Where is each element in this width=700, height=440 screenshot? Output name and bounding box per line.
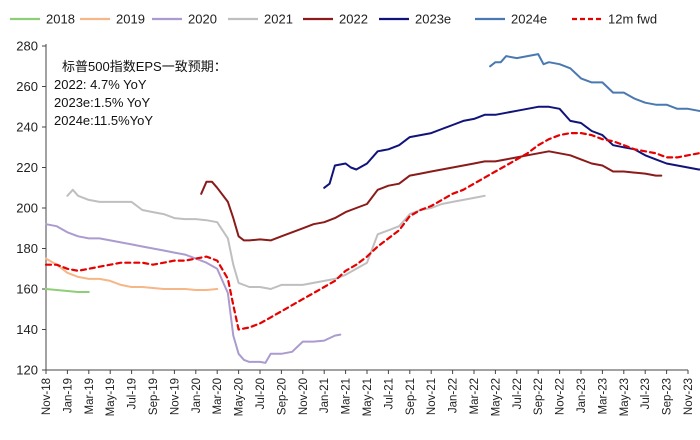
annotation-box: 标普500指数EPS一致预期： 2022: 4.7% YoY 2023e:1.5…	[54, 59, 227, 128]
x-tick-label: Mar-22	[469, 378, 481, 414]
x-tick-label: Mar-19	[84, 378, 96, 414]
x-tick-label: Mar-20	[212, 378, 224, 414]
annotation-line-1: 标普500指数EPS一致预期：	[62, 59, 227, 74]
annotation-line-3: 2023e:1.5% YoY	[54, 95, 150, 110]
series-line-2018	[45, 288, 90, 293]
x-tick-label: May-22	[490, 378, 502, 416]
y-tick-label: 280	[16, 39, 38, 54]
x-tick-label: Jul-20	[255, 378, 267, 409]
x-tick-label: Jan-20	[191, 378, 203, 413]
x-tick-label: Nov-23	[683, 378, 695, 415]
x-tick-label: May-19	[105, 378, 117, 416]
y-tick-label: 140	[16, 322, 38, 337]
series-line-2020	[45, 223, 342, 364]
plot-area	[45, 44, 688, 371]
y-tick-label: 180	[16, 241, 38, 256]
x-tick-label: Sep-19	[148, 378, 160, 415]
series-line-12m-fwd	[44, 132, 700, 331]
y-tick-label: 200	[16, 201, 38, 216]
x-tick-label: May-21	[362, 378, 374, 416]
x-tick-label: Sep-22	[533, 378, 545, 415]
legend: 2018 2019 2020 2021 2022 2023e 2024e 12m fwd	[10, 12, 657, 27]
x-tick-label: Nov-20	[298, 378, 310, 415]
y-tick-label: 220	[16, 160, 38, 175]
y-tick-label: 160	[16, 282, 38, 297]
x-tick-label: May-20	[234, 378, 246, 416]
series-lines	[44, 53, 700, 364]
y-tick-label: 260	[16, 79, 38, 94]
x-tick-label: Jul-19	[127, 378, 139, 409]
legend-label: 2022	[339, 12, 368, 27]
x-tick-label: Jul-23	[640, 378, 652, 409]
x-tick-label: May-23	[619, 378, 631, 416]
x-tick-label: Mar-23	[597, 378, 609, 414]
legend-label: 2023e	[415, 12, 451, 27]
x-tick-label: Sep-23	[662, 378, 674, 415]
series-line-2021	[66, 188, 486, 290]
annotation-line-4: 2024e:11.5%YoY	[54, 113, 153, 128]
legend-label: 2024e	[511, 12, 547, 27]
x-tick-label: Nov-19	[169, 378, 181, 415]
x-tick-label: Sep-21	[405, 378, 417, 415]
x-tick-label: Jan-22	[448, 378, 460, 413]
x-tick-label: Nov-21	[426, 378, 438, 415]
x-tick-label: Jan-23	[576, 378, 588, 413]
x-tick-label: Jul-21	[383, 378, 395, 409]
legend-label: 12m fwd	[608, 12, 657, 27]
x-tick-label: Mar-21	[341, 378, 353, 414]
x-tick-label: Sep-20	[276, 378, 288, 415]
legend-label: 2019	[116, 12, 145, 27]
x-tick-label: Nov-22	[555, 378, 567, 415]
series-line-2024e	[489, 53, 700, 113]
x-tick-label: Jul-22	[512, 378, 524, 409]
y-axis-ticks: 120 140 160 180 200 220 240 260 280	[16, 39, 46, 378]
series-line-2023e	[323, 105, 700, 189]
x-tick-label: Jan-21	[319, 378, 331, 413]
legend-label: 2021	[264, 12, 293, 27]
y-tick-label: 240	[16, 120, 38, 135]
annotation-line-2: 2022: 4.7% YoY	[54, 77, 147, 92]
legend-label: 2020	[188, 12, 217, 27]
series-line-2022	[200, 150, 663, 242]
series-line-2019	[45, 257, 219, 291]
y-tick-label: 120	[16, 363, 38, 378]
x-axis-ticks: Nov-18 Jan-19 Mar-19 May-19 Jul-19 Sep-19 Nov-…	[41, 370, 695, 416]
legend-label: 2018	[46, 12, 75, 27]
x-tick-label: Jan-19	[62, 378, 74, 413]
x-tick-label: Nov-18	[41, 378, 53, 415]
